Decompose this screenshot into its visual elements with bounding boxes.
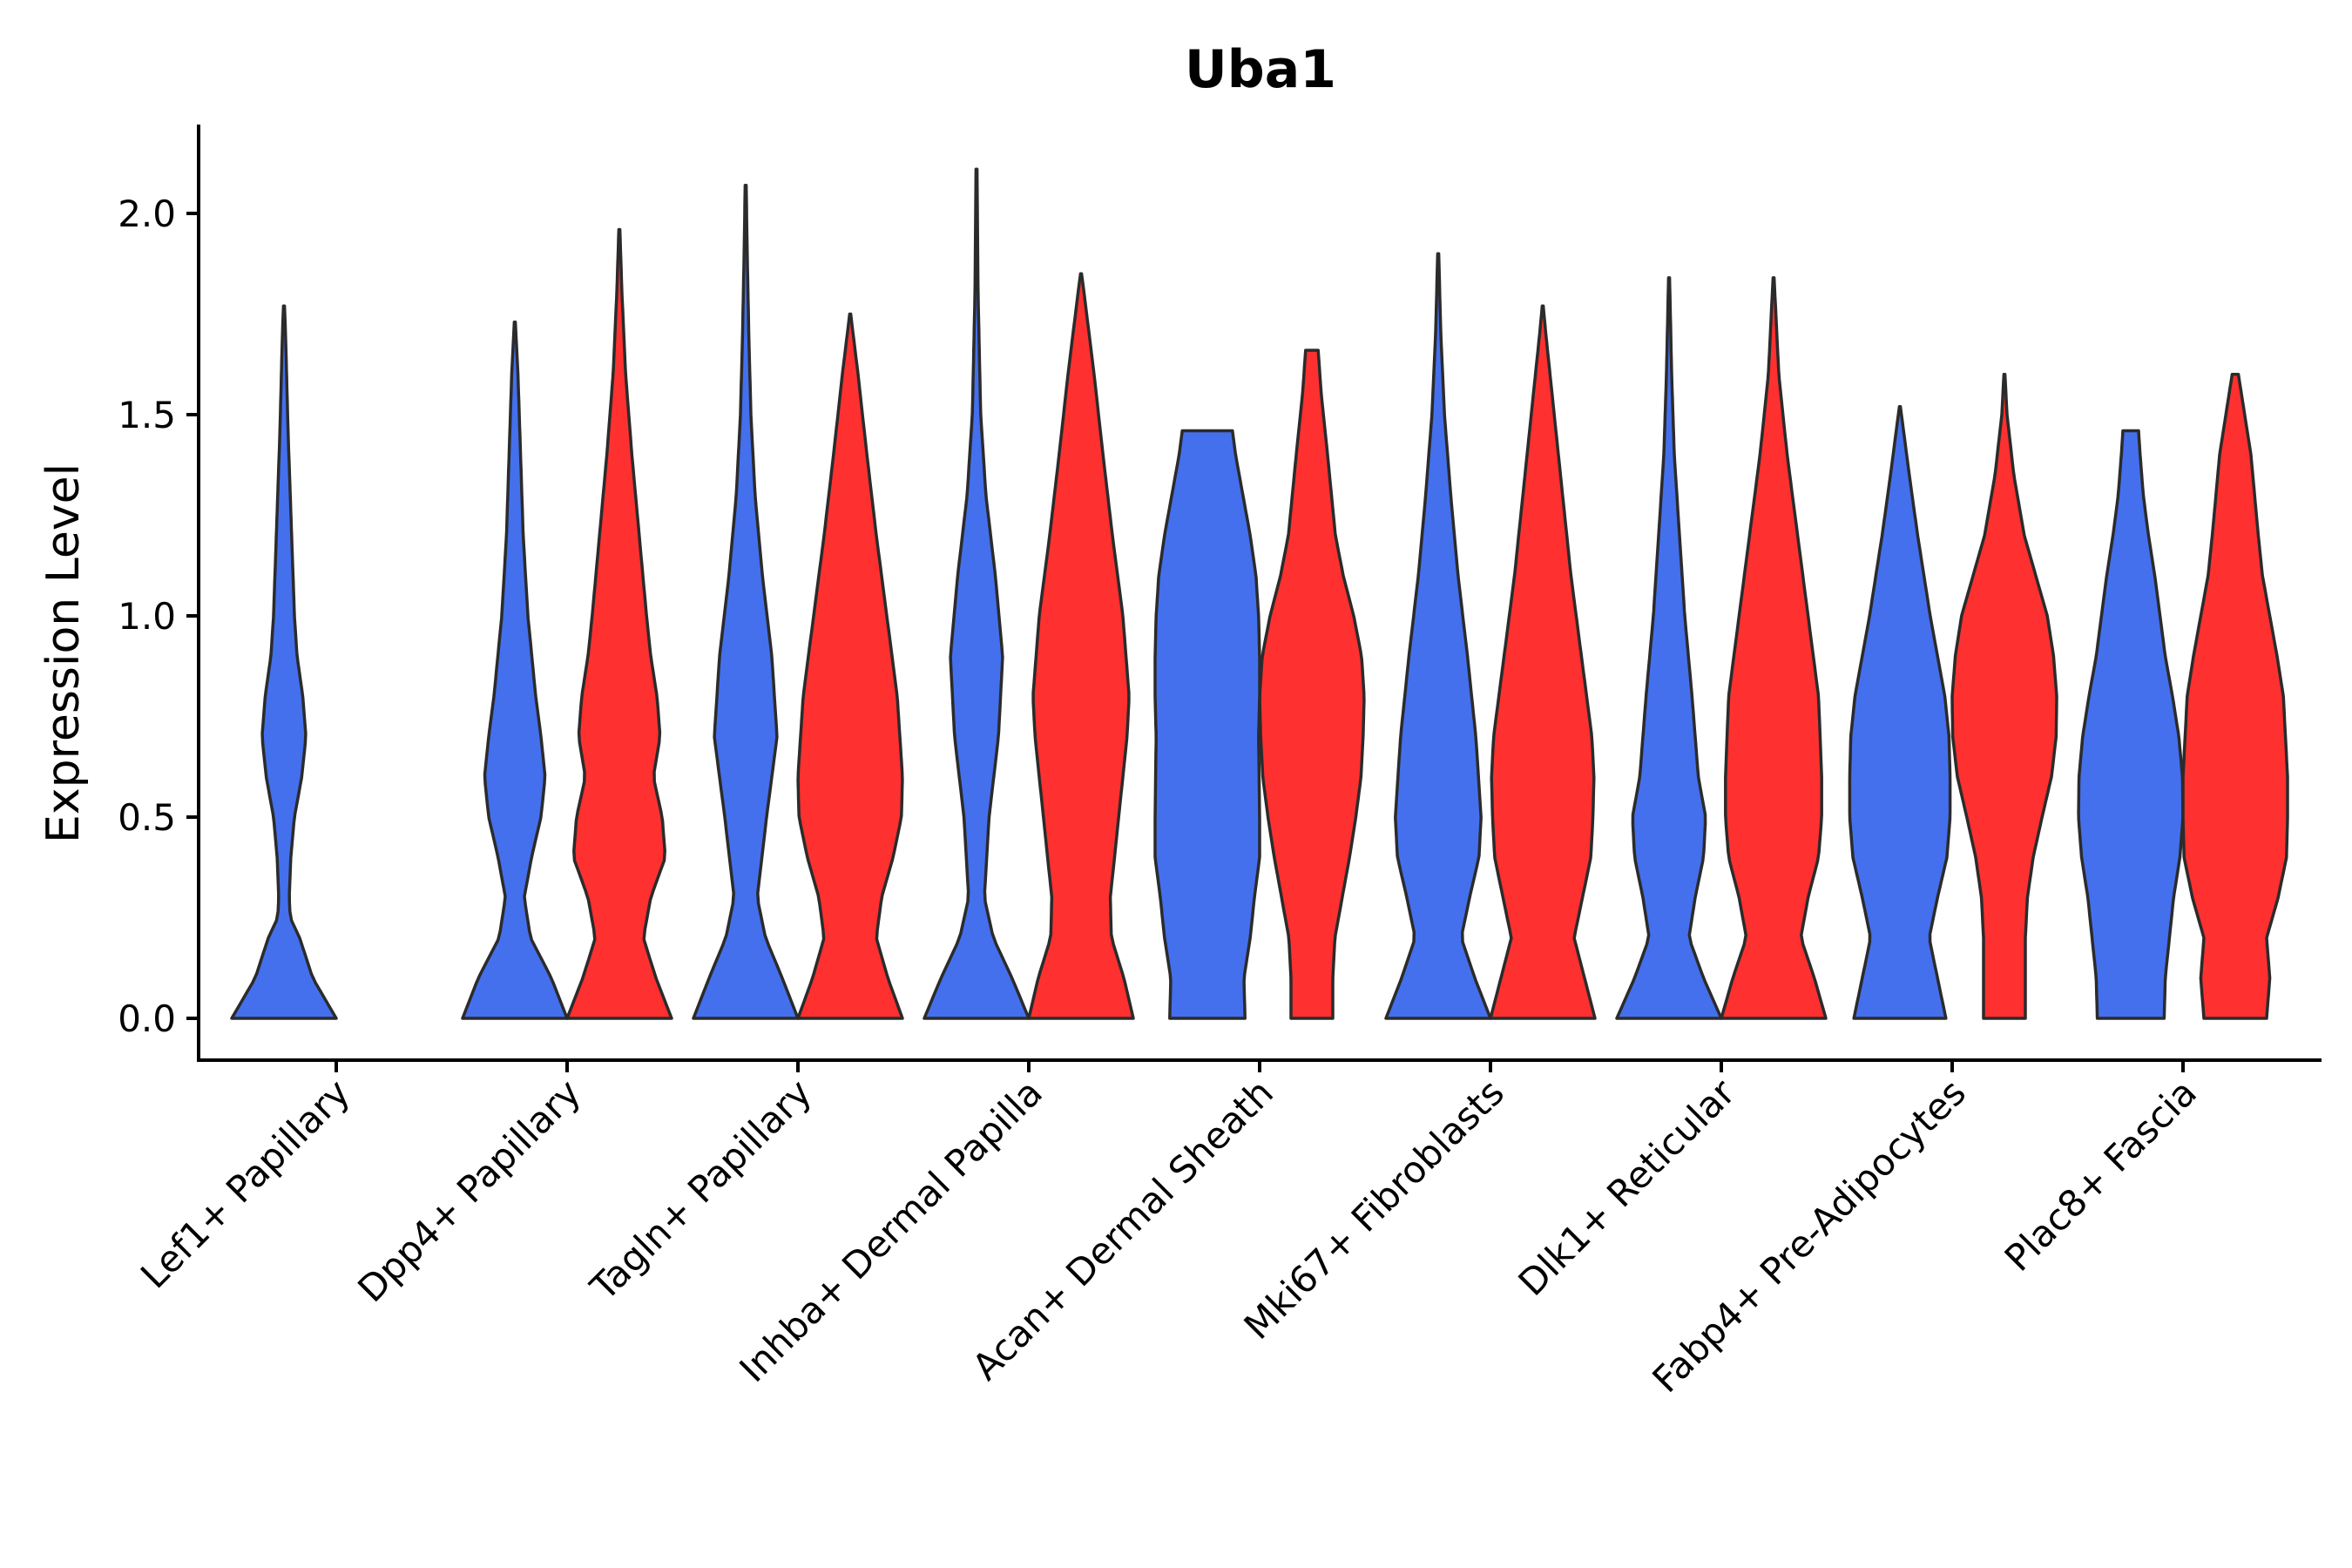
violin-blue xyxy=(461,320,569,1020)
violin-blue xyxy=(2077,429,2185,1020)
y-tick-label: 1.5 xyxy=(118,394,176,436)
chart-title: Uba1 xyxy=(1185,39,1336,100)
x-tick-label: Lef1+ Papillary xyxy=(132,1071,358,1296)
violin-red xyxy=(796,312,904,1020)
violin-red xyxy=(2181,373,2289,1020)
y-tick-label: 2.0 xyxy=(118,193,176,235)
violin-red xyxy=(1720,276,1828,1020)
y-tick-label: 0.5 xyxy=(118,796,176,839)
x-tick-label: Mki67+ Fibroblasts xyxy=(1236,1071,1512,1347)
violin-blue xyxy=(1615,276,1723,1020)
y-tick-label: 1.0 xyxy=(118,595,176,638)
violin-layer xyxy=(230,167,2289,1020)
y-tick-label: 0.0 xyxy=(118,997,176,1040)
violin-blue xyxy=(692,183,800,1020)
violin-red xyxy=(1489,304,1597,1020)
violin-blue xyxy=(1384,252,1492,1020)
axis-lines xyxy=(197,125,2322,1062)
violin-blue xyxy=(1848,405,1952,1020)
violin-red xyxy=(1950,373,2058,1020)
violin-red xyxy=(1027,272,1135,1020)
violin-blue xyxy=(230,304,338,1020)
violin-red xyxy=(565,227,673,1020)
y-axis-ticks: 0.0 0.5 1.0 1.5 2.0 xyxy=(118,193,199,1040)
x-tick-label: Dpp4+ Papillary xyxy=(349,1071,589,1310)
x-tick-label: Dlk1+ Reticular xyxy=(1511,1071,1744,1304)
y-axis-label: Expression Level xyxy=(37,463,90,843)
x-tick-label: Plac8+ Fascia xyxy=(1997,1071,2205,1279)
violin-blue xyxy=(1153,429,1261,1020)
violin-blue xyxy=(923,167,1031,1020)
x-tick-label: Tagln+ Papillary xyxy=(582,1071,820,1308)
violin-red xyxy=(1258,348,1366,1020)
